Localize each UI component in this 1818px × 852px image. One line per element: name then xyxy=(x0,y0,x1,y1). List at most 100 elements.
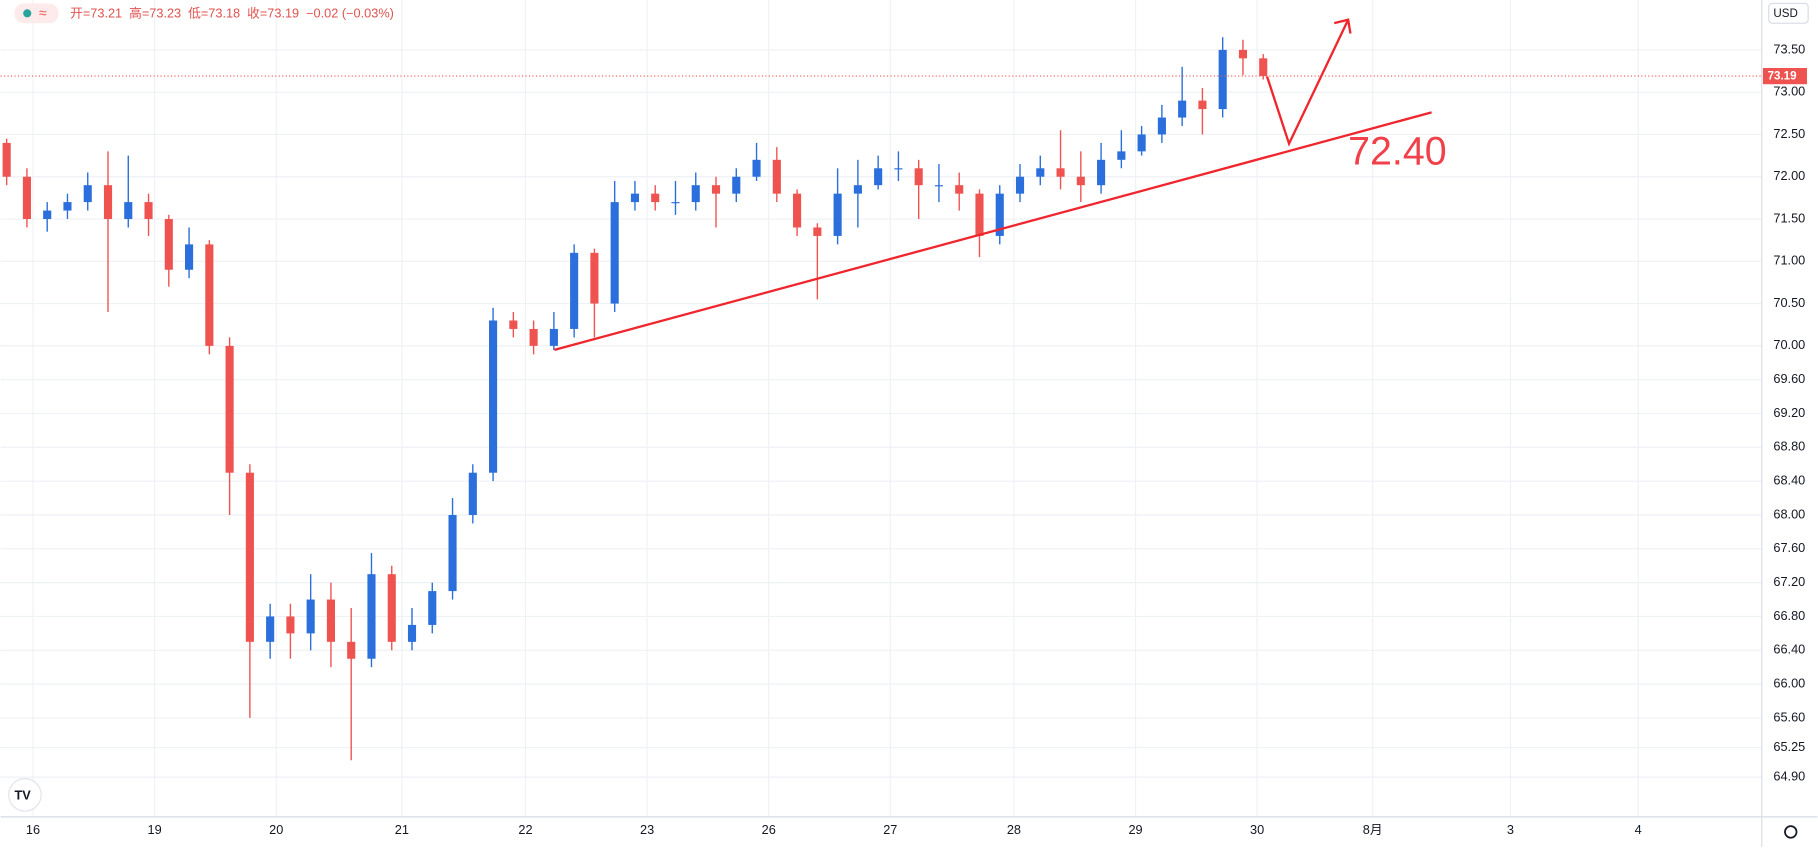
candle-body xyxy=(874,168,883,186)
x-tick-label: 3 xyxy=(1507,822,1514,837)
candles xyxy=(2,37,1268,761)
candle-body xyxy=(1076,176,1085,186)
candle-body xyxy=(955,185,964,194)
status-dot xyxy=(23,9,32,18)
candle-body xyxy=(509,320,518,329)
y-tick-label: 65.25 xyxy=(1773,739,1805,754)
candle-body xyxy=(326,599,335,642)
candle-body xyxy=(590,252,599,304)
candle-body xyxy=(489,320,498,473)
candle-body xyxy=(225,345,234,473)
candle-body xyxy=(22,176,31,220)
last-price-label: 73.19 xyxy=(1768,71,1798,83)
candle-body xyxy=(144,202,153,220)
candle-body xyxy=(793,193,802,228)
candle-body xyxy=(2,142,11,177)
candle-body xyxy=(1218,49,1227,110)
logo-mark: TV xyxy=(14,787,31,802)
drawings: 72.40 xyxy=(554,18,1447,352)
x-tick-label: 20 xyxy=(269,822,283,837)
candle-body xyxy=(286,616,295,634)
candle-body xyxy=(124,202,133,220)
x-tick-label: 16 xyxy=(26,822,40,837)
candle-body xyxy=(185,244,194,270)
y-tick-label: 70.00 xyxy=(1773,337,1805,352)
candle-body xyxy=(651,193,660,203)
candle-body xyxy=(570,252,579,329)
x-tick-label: 23 xyxy=(640,822,654,837)
unit-button[interactable]: USD xyxy=(1768,2,1809,24)
candle-body xyxy=(752,159,761,177)
logo-circle xyxy=(8,778,42,812)
candle-body xyxy=(711,185,721,194)
candle-body xyxy=(428,591,437,625)
last-price-box xyxy=(1762,67,1807,85)
target-label: 72.40 xyxy=(1348,130,1447,174)
logo: TV xyxy=(8,778,42,812)
y-tick-label: 68.40 xyxy=(1773,473,1805,488)
x-tick-label: 29 xyxy=(1128,822,1142,837)
x-tick-label: 8月 xyxy=(1363,822,1383,837)
candle-body xyxy=(448,514,457,592)
ohlc-value: 开=73.21 xyxy=(70,5,122,20)
y-tick-label: 68.80 xyxy=(1773,439,1805,454)
wave-icon: ≈ xyxy=(39,5,47,21)
candle-body xyxy=(103,185,113,220)
candle-body xyxy=(1259,58,1268,77)
candle-body xyxy=(387,574,396,642)
unit-box[interactable] xyxy=(1768,2,1809,24)
settings-button[interactable] xyxy=(1784,825,1798,839)
candle-body xyxy=(83,185,92,203)
ohlc-value: −0.02 (−0.03%) xyxy=(306,5,394,20)
candle-body xyxy=(549,328,558,346)
legend-pill xyxy=(14,3,59,24)
candle-body xyxy=(1015,176,1025,194)
candle-body xyxy=(1178,100,1187,118)
y-tick-label: 67.60 xyxy=(1773,540,1805,555)
candle-body xyxy=(1198,100,1207,110)
candle-body xyxy=(164,219,173,270)
candle-body xyxy=(894,168,903,170)
candle-body xyxy=(914,168,923,186)
candle-body xyxy=(1056,168,1065,177)
y-tick-label: 69.20 xyxy=(1773,405,1805,420)
y-tick-label: 73.50 xyxy=(1773,41,1805,56)
settings-icon[interactable] xyxy=(1784,825,1798,839)
y-tick-label: 69.60 xyxy=(1773,371,1805,386)
candle-body xyxy=(367,574,376,659)
candle-body xyxy=(1117,151,1126,160)
candle-body xyxy=(975,193,984,236)
y-tick-label: 71.00 xyxy=(1773,253,1805,268)
ohlc-value: 收=73.19 xyxy=(247,5,299,20)
candle-body xyxy=(813,227,822,236)
unit-label[interactable]: USD xyxy=(1773,8,1797,20)
candle-body xyxy=(772,159,781,194)
candle-body xyxy=(1238,49,1248,59)
x-tick-label: 4 xyxy=(1635,822,1642,837)
candle-body xyxy=(468,472,477,515)
y-tick-label: 66.00 xyxy=(1773,675,1805,690)
y-tick-label: 72.50 xyxy=(1773,126,1805,141)
x-tick-label: 26 xyxy=(762,822,776,837)
candle-body xyxy=(630,193,640,203)
candle-body xyxy=(529,328,538,346)
candle-body xyxy=(266,616,275,642)
ohlc-value: 低=73.18 xyxy=(188,5,240,20)
candle-body xyxy=(1137,134,1146,152)
y-tick-label: 67.20 xyxy=(1773,574,1805,589)
y-tick-label: 71.50 xyxy=(1773,210,1805,225)
y-tick-label: 66.80 xyxy=(1773,608,1805,623)
grid xyxy=(0,0,1762,817)
candle-body xyxy=(833,193,842,236)
candle-body xyxy=(347,641,356,659)
x-tick-label: 19 xyxy=(148,822,162,837)
y-tick-label: 64.90 xyxy=(1773,768,1805,783)
x-tick-label: 30 xyxy=(1250,822,1264,837)
arrow-head xyxy=(1333,18,1352,34)
candle-body xyxy=(43,210,52,220)
x-tick-label: 21 xyxy=(395,822,409,837)
candle-body xyxy=(671,202,680,204)
y-tick-label: 72.00 xyxy=(1773,168,1805,183)
